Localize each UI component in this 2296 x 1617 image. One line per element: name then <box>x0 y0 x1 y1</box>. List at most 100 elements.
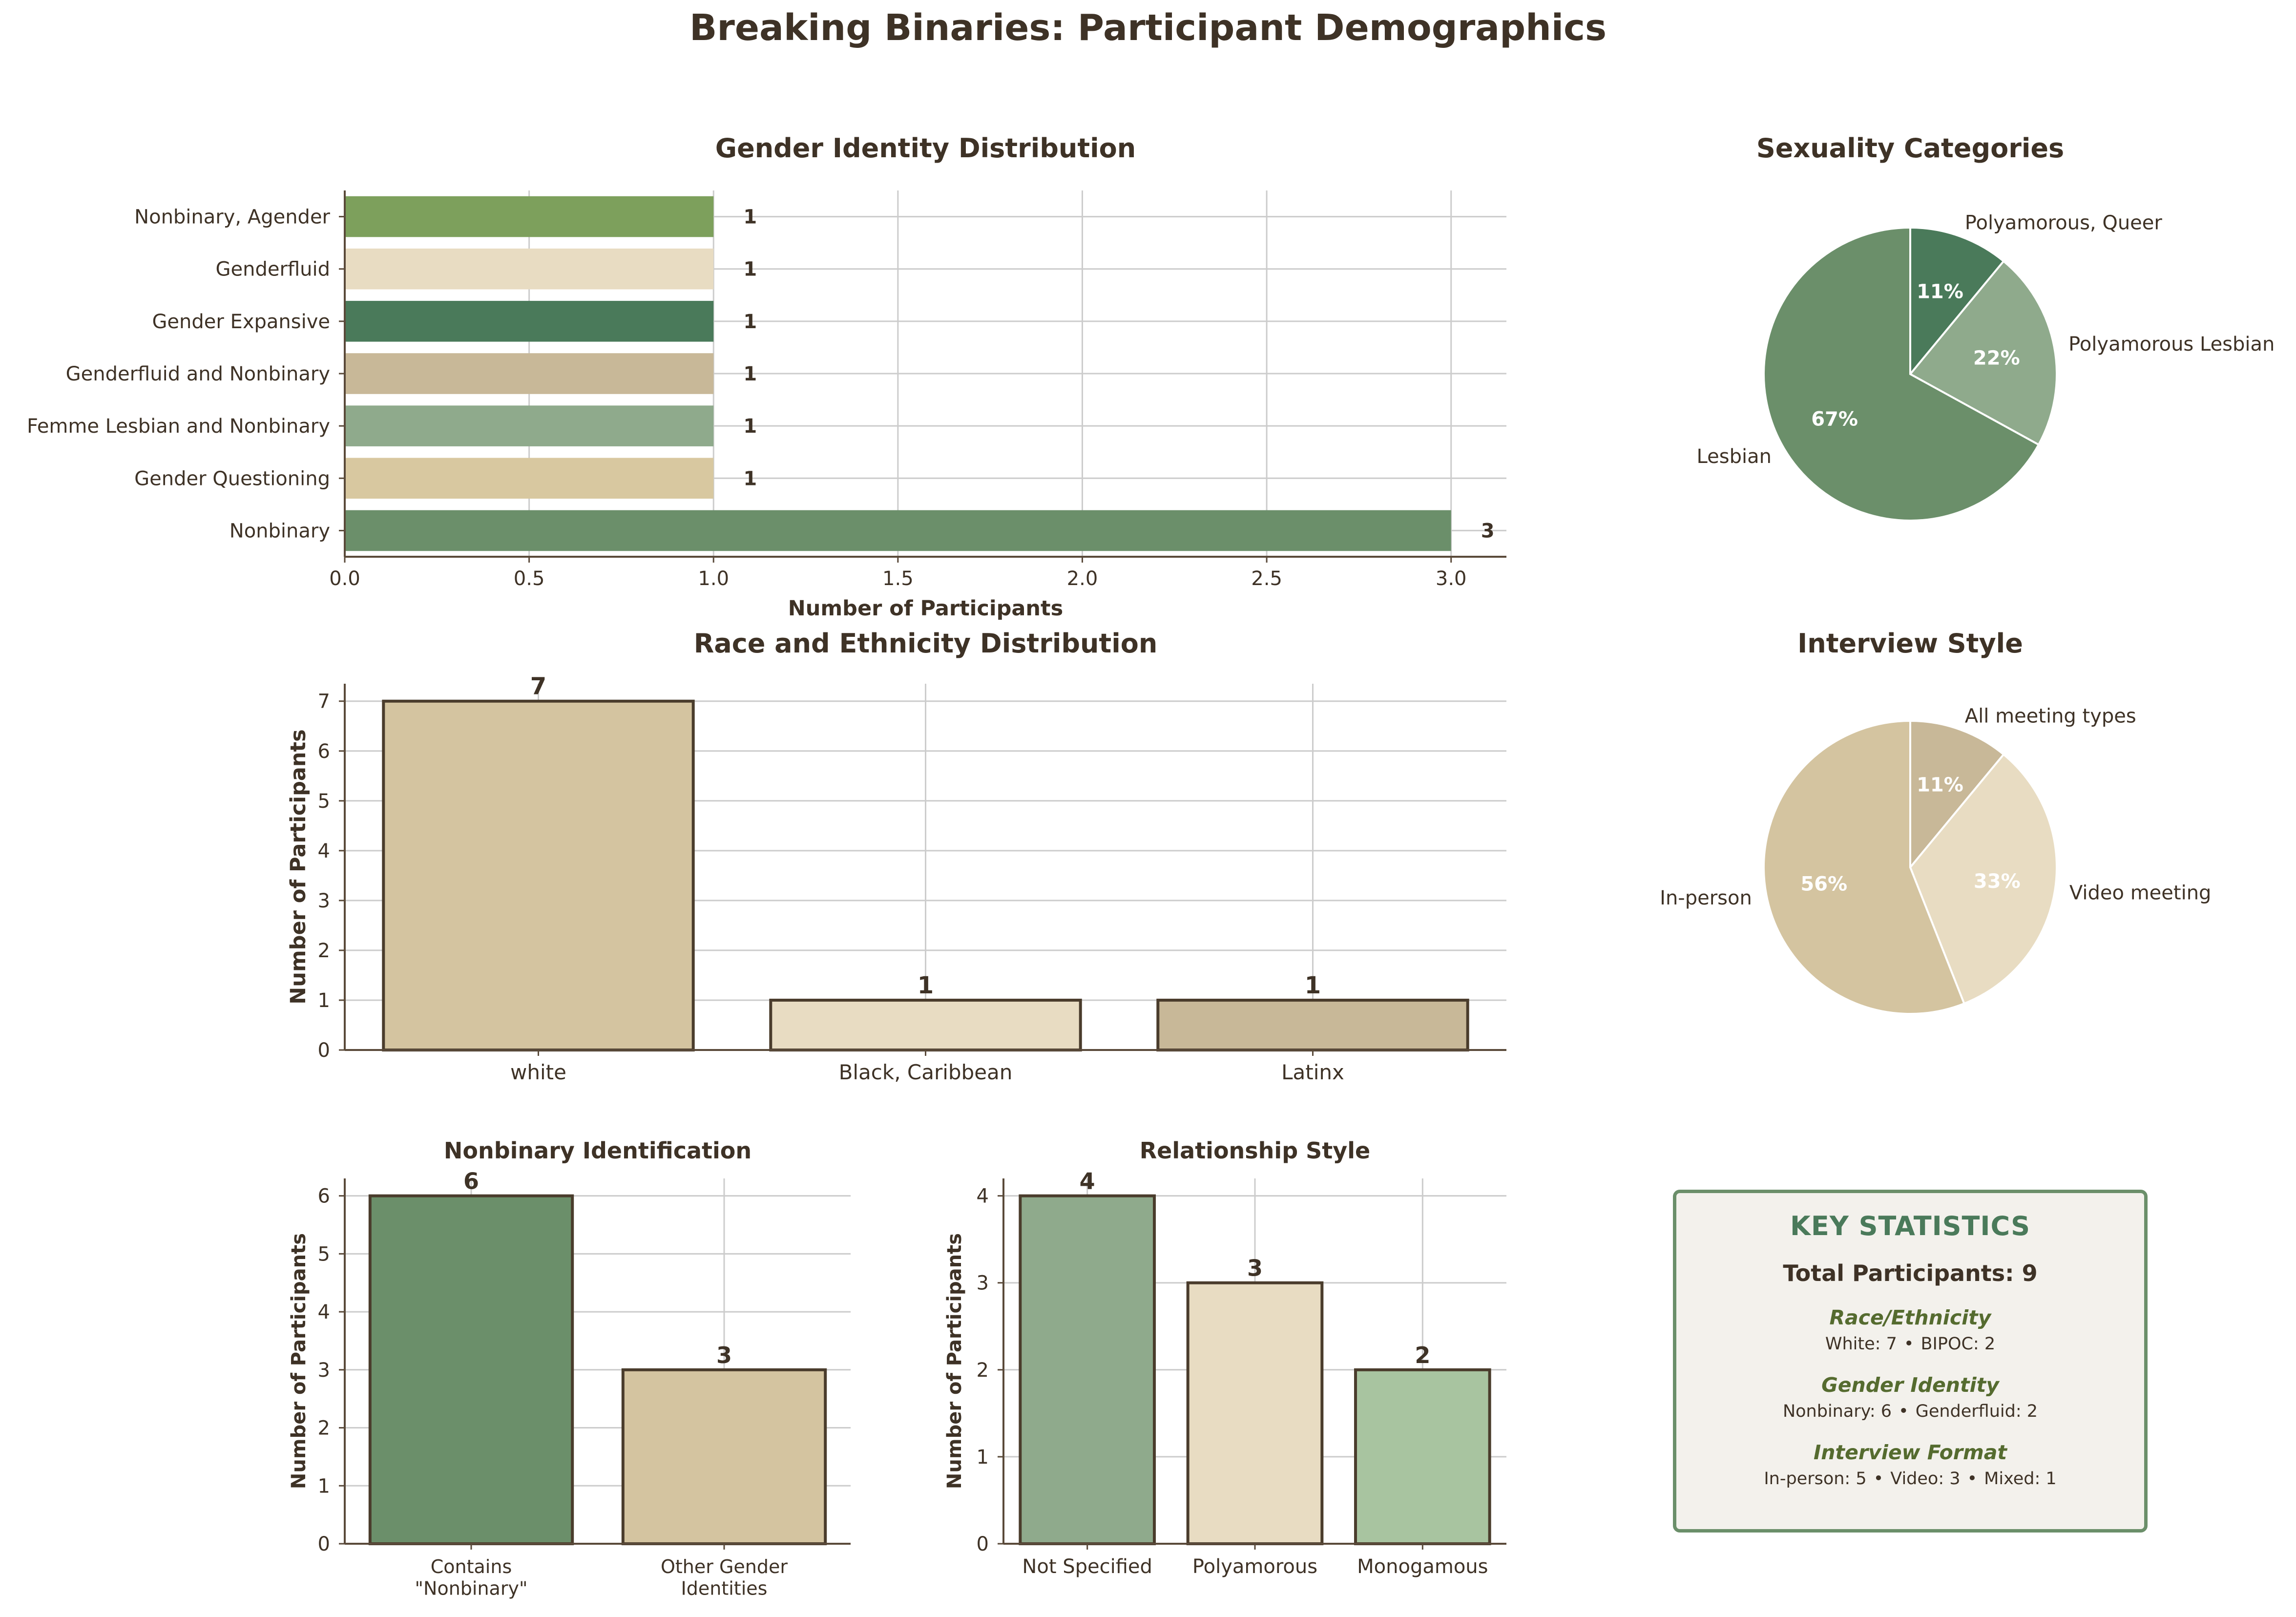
stats-gender-heading: Gender Identity <box>1821 1373 1999 1397</box>
data-label: 1 <box>743 467 757 490</box>
y-axis-label: Number of Participants <box>943 1233 966 1489</box>
y-tick-label: 6 <box>318 740 330 763</box>
x-axis-label: Number of Participants <box>788 596 1063 621</box>
x-tick-label: 3.0 <box>1436 567 1467 590</box>
bar <box>345 510 1451 551</box>
x-tick-label: 0.5 <box>514 567 545 590</box>
y-tick-label: Genderfluid and Nonbinary <box>66 363 330 385</box>
x-tick-label: Monogamous <box>1357 1555 1488 1578</box>
pie-pct-label: 22% <box>1973 347 2020 369</box>
bar <box>368 1194 574 1546</box>
x-tick-label: 1.0 <box>698 567 729 590</box>
data-label: 1 <box>743 206 757 229</box>
x-tick-label: 0.0 <box>329 567 360 590</box>
bar <box>345 458 714 499</box>
y-tick-label: 2 <box>318 940 330 962</box>
data-label: 1 <box>743 258 757 281</box>
data-label: 3 <box>716 1342 732 1368</box>
key-statistics-box: KEY STATISTICS Total Participants: 9 Rac… <box>1673 1190 2148 1533</box>
stats-race-heading: Race/Ethnicity <box>1829 1306 1991 1329</box>
stats-separator: • <box>1967 1469 1978 1489</box>
bar <box>1186 1281 1324 1546</box>
y-tick-label: Gender Expansive <box>152 311 330 333</box>
data-label: 1 <box>743 363 757 385</box>
y-tick-label: 0 <box>318 1039 330 1062</box>
y-tick-label: 3 <box>318 890 330 912</box>
y-tick-label: Gender Questioning <box>134 467 330 490</box>
data-label: 3 <box>1481 520 1495 542</box>
bar <box>382 699 695 1051</box>
y-tick-label: 3 <box>977 1272 989 1295</box>
x-tick-label: Latinx <box>1281 1060 1344 1084</box>
x-tick-label: Contains "Nonbinary" <box>415 1556 528 1599</box>
sexuality-pie-chart: Sexuality Categories 11% Polyamorous, Quee… <box>1697 133 2275 522</box>
y-tick-label: Genderfluid <box>216 258 330 281</box>
pie-slice <box>1909 753 2058 1005</box>
pie-label: Polyamorous, Queer <box>1965 212 2163 234</box>
stats-race-white: White: 7 <box>1825 1334 1897 1354</box>
y-tick-label: 4 <box>977 1185 989 1208</box>
pie-slice <box>1908 260 2058 446</box>
pie-pct-label: 33% <box>1974 870 2021 893</box>
bar <box>1156 998 1469 1052</box>
y-tick-label: 5 <box>318 1243 330 1265</box>
stats-race-values: White: 7 • BIPOC: 2 <box>1676 1334 2144 1354</box>
x-tick-label: 2.5 <box>1251 567 1282 590</box>
bar <box>345 405 714 446</box>
x-tick-label: 2.0 <box>1067 567 1098 590</box>
y-tick-label: 3 <box>318 1359 330 1382</box>
x-tick-label: Polyamorous <box>1192 1555 1317 1578</box>
chart-title: Race and Ethnicity Distribution <box>694 628 1158 659</box>
bar <box>345 248 714 290</box>
stats-separator: • <box>1903 1334 1914 1354</box>
x-tick-label: Other Gender Identities <box>661 1556 788 1599</box>
chart-title: Gender Identity Distribution <box>715 133 1136 164</box>
figure-title: Breaking Binaries: Participant Demograph… <box>689 7 1607 49</box>
y-tick-label: 1 <box>977 1446 989 1469</box>
pie-label: Polyamorous Lesbian <box>2068 333 2275 356</box>
stats-race-bipoc: BIPOC: 2 <box>1920 1334 1996 1354</box>
y-axis-label: Number of Participants <box>286 729 311 1004</box>
chart-title: Interview Style <box>1797 628 2023 659</box>
pie-slice <box>1909 719 2005 870</box>
y-tick-label: Nonbinary, Agender <box>134 206 330 229</box>
x-tick-label: Not Specified <box>1022 1555 1152 1578</box>
data-label: 1 <box>743 415 757 438</box>
data-label: 1 <box>1305 972 1321 999</box>
pie-label: In-person <box>1660 887 1752 909</box>
data-label: 4 <box>1080 1168 1095 1195</box>
pie-pct-label: 67% <box>1811 408 1858 431</box>
y-tick-label: Nonbinary <box>230 520 330 542</box>
pie-pct-label: 11% <box>1917 774 1963 797</box>
bar <box>345 301 714 342</box>
stats-format-video: Video: 3 <box>1890 1469 1961 1489</box>
stats-separator: • <box>1873 1469 1884 1489</box>
stats-gender-values: Nonbinary: 6 • Genderfluid: 2 <box>1676 1402 2144 1421</box>
y-tick-label: 1 <box>318 1475 330 1497</box>
bar <box>621 1368 827 1546</box>
race-ethnicity-chart: Race and Ethnicity Distribution 0 1 2 3 4 5 6 7 7… <box>286 628 1506 1084</box>
y-tick-label: 2 <box>977 1359 989 1382</box>
x-tick-label: white <box>510 1060 566 1084</box>
interview-style-pie-chart: Interview Style 11% All meeting types 33% Vi… <box>1660 628 2211 1015</box>
x-tick-label: Black, Caribbean <box>839 1060 1013 1084</box>
y-tick-label: 0 <box>318 1533 330 1555</box>
stats-total: Total Participants: 9 <box>1783 1260 2038 1286</box>
data-label: 1 <box>918 972 934 999</box>
x-tick-label: 1.5 <box>882 567 914 590</box>
relationship-style-chart: Relationship Style 0 1 2 3 4 4 Not Specified 3 Po… <box>943 1137 1506 1578</box>
pie-label: Lesbian <box>1697 445 1772 468</box>
y-tick-label: 4 <box>318 1301 330 1323</box>
stats-gender-genderfluid: Genderfluid: 2 <box>1915 1402 2038 1421</box>
y-tick-label: 4 <box>318 840 330 862</box>
chart-title: Relationship Style <box>1140 1137 1370 1164</box>
pie-pct-label: 56% <box>1800 873 1847 896</box>
stats-title: KEY STATISTICS <box>1790 1211 2031 1241</box>
y-tick-label: 5 <box>318 790 330 813</box>
bar <box>345 353 714 394</box>
pie-slice <box>1909 226 2005 377</box>
stats-format-heading: Interview Format <box>1813 1441 2007 1464</box>
bar <box>1019 1194 1156 1546</box>
data-label: 2 <box>1415 1342 1430 1368</box>
y-tick-label: Femme Lesbian and Nonbinary <box>27 415 330 438</box>
